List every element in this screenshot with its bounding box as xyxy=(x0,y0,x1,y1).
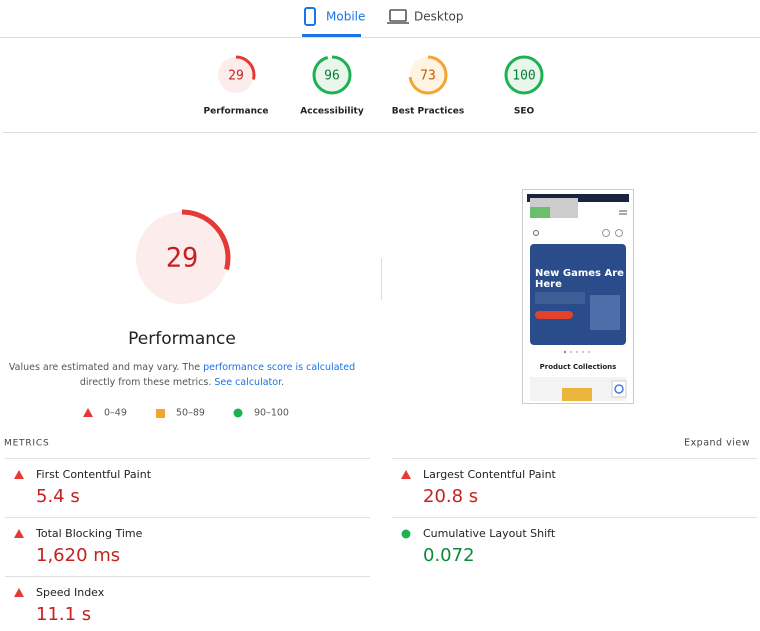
note-text: directly from these metrics. xyxy=(80,377,215,388)
gauge-arc xyxy=(504,55,544,95)
metric-value: 11.1 s xyxy=(36,604,91,625)
gauge-arc xyxy=(133,209,231,307)
gauge-score: 96 xyxy=(324,69,340,84)
gauge-score: 100 xyxy=(512,69,535,84)
metrics-title: METRICS xyxy=(4,439,49,449)
gauge-label: SEO xyxy=(514,107,535,117)
metric-icon xyxy=(14,470,24,479)
gauge-bg xyxy=(410,57,446,93)
metric-name: Speed Index xyxy=(36,586,105,599)
gauge-bg xyxy=(136,212,228,304)
legend-label: 50–89 xyxy=(176,408,205,419)
note-line: Values are estimated and may vary. The p… xyxy=(9,362,355,373)
tab-desktop[interactable]: Desktop xyxy=(414,10,464,24)
section-title: Product Collections xyxy=(540,363,617,371)
legend-icon xyxy=(233,408,243,418)
metric-value: 0.072 xyxy=(423,545,475,566)
gauge-label: Best Practices xyxy=(392,107,464,117)
legend-label: 90–100 xyxy=(254,408,289,419)
legend-icon xyxy=(156,409,165,418)
legend-icon xyxy=(83,408,93,417)
metric-name: Largest Contentful Paint xyxy=(423,468,557,481)
hero-title: New Games Are xyxy=(535,268,624,279)
note-line: directly from these metrics. See calcula… xyxy=(80,377,284,388)
gauge-bg xyxy=(218,57,254,93)
gauge-arc xyxy=(408,55,448,95)
metric-value: 1,620 ms xyxy=(36,545,120,566)
metric-value: 20.8 s xyxy=(423,486,478,507)
gauge-label: Performance xyxy=(128,329,236,349)
metric-icon xyxy=(401,529,411,539)
gauge-score: 29 xyxy=(166,243,199,274)
note-link[interactable]: See calculator xyxy=(214,377,282,388)
mobile-icon xyxy=(304,7,316,26)
metric-icon xyxy=(14,588,24,597)
gauge-score: 29 xyxy=(228,69,244,84)
gauge-arc xyxy=(312,55,352,95)
tab-underline xyxy=(302,34,361,37)
gauge-score: 73 xyxy=(420,69,436,84)
legend-label: 0–49 xyxy=(104,408,127,419)
note-text: . xyxy=(281,377,284,388)
metric-name: Total Blocking Time xyxy=(35,527,143,540)
metric-name: First Contentful Paint xyxy=(36,468,152,481)
metric-icon xyxy=(14,529,24,538)
metric-name: Cumulative Layout Shift xyxy=(423,527,556,540)
gauge-label: Performance xyxy=(204,107,269,117)
gauge-label: Accessibility xyxy=(300,107,364,117)
hero-title: Here xyxy=(535,279,562,290)
screenshot: New Games Are Here Product Collections xyxy=(522,189,634,404)
note-text: Values are estimated and may vary. The xyxy=(9,362,203,373)
desktop-icon xyxy=(389,9,407,22)
metric-icon xyxy=(401,470,411,479)
gauge-arc xyxy=(216,55,256,95)
metric-value: 5.4 s xyxy=(36,486,80,507)
gauge-bg xyxy=(506,57,542,93)
note-link[interactable]: performance score is calculated xyxy=(203,362,355,373)
tab-mobile[interactable]: Mobile xyxy=(326,10,365,24)
expand-view[interactable]: Expand view xyxy=(684,438,750,449)
gauge-bg xyxy=(314,57,350,93)
